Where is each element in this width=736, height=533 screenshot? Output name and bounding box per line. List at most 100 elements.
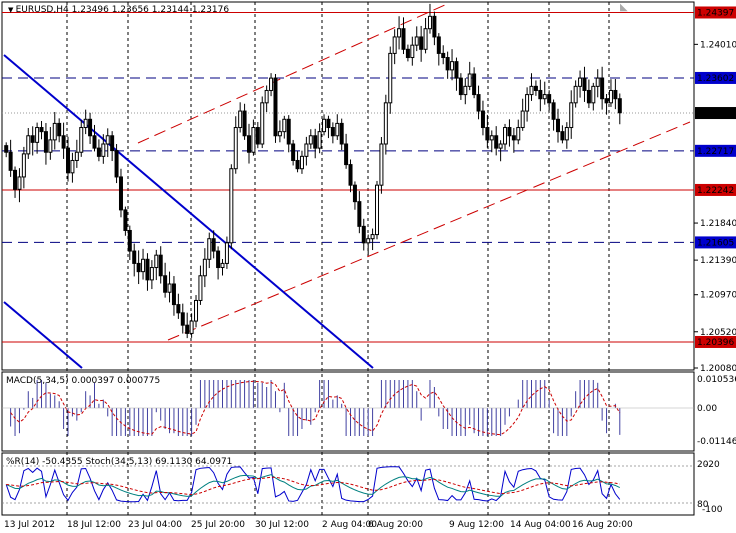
candle-bull <box>189 320 194 334</box>
candle-bull <box>269 77 274 91</box>
candle-bull <box>308 135 313 145</box>
candle-bull <box>141 258 146 273</box>
candle-bear <box>57 122 62 137</box>
candle-bear <box>339 122 344 145</box>
candle-bull <box>79 127 84 153</box>
candle-bull <box>224 242 229 264</box>
macd-tick-zero: 0.00 <box>697 404 717 414</box>
candle-bull <box>467 73 472 87</box>
candle-bear <box>538 89 543 100</box>
blue-level-badge <box>695 236 736 249</box>
candle-bull <box>414 36 419 46</box>
candle-bull <box>233 127 238 170</box>
candle-bear <box>432 15 437 38</box>
candle-bear <box>145 258 150 281</box>
candle-bull <box>392 36 397 54</box>
candle-bull <box>299 155 304 170</box>
blue-downtrend-lower <box>3 301 83 369</box>
candle-bear <box>211 238 216 252</box>
candle-bull <box>516 127 521 141</box>
candle-bull <box>21 153 26 178</box>
candle-bear <box>458 77 463 96</box>
candle-bear <box>485 127 490 141</box>
candle-bear <box>110 135 115 152</box>
candle-bull <box>520 110 525 129</box>
candle-bear <box>132 250 137 264</box>
candle-bull <box>202 258 207 277</box>
candle-bull <box>105 135 110 145</box>
candle-bear <box>66 147 71 174</box>
candle-bear <box>92 135 97 149</box>
candle-bear <box>158 254 163 277</box>
candle-bull <box>251 127 256 153</box>
candle-bull <box>207 238 212 260</box>
blue-level-badge <box>695 144 736 157</box>
macd-series <box>2 380 694 436</box>
blue-downtrend-upper <box>3 54 374 369</box>
candle-bear <box>344 143 349 166</box>
candle-bear <box>436 36 441 54</box>
candle-bear <box>176 304 181 314</box>
oscillator-header: %R(14) -50.4355 Stoch(34,5,13) 69.1130 6… <box>6 457 232 467</box>
red-level-badge <box>695 6 736 19</box>
candle-bear <box>357 201 362 227</box>
red-channel-upper <box>137 3 448 144</box>
candle-bear <box>454 61 459 79</box>
candle-bear <box>507 127 512 137</box>
candle-bull <box>375 184 380 236</box>
candle-bear <box>613 89 618 100</box>
y-tick-label: 1.21390 <box>700 256 736 266</box>
candle-bull <box>74 151 79 161</box>
y-tick-label: 1.21840 <box>700 219 736 229</box>
candle-bear <box>405 48 410 59</box>
scroll-arrow-icon[interactable]: ◣ <box>620 2 628 13</box>
candle-bull <box>264 89 269 104</box>
blue-level-label: 1.21605 <box>697 238 734 248</box>
candle-bear <box>586 89 591 104</box>
candle-bull <box>277 131 282 137</box>
candle-bear <box>180 312 185 326</box>
blue-level-badge <box>695 71 736 84</box>
red-level-label: 1.24397 <box>697 8 734 18</box>
candle-bear <box>600 77 605 100</box>
price-levels <box>2 11 694 343</box>
candle-bear <box>445 57 450 71</box>
candle-bull <box>489 135 494 141</box>
x-tick-label: 14 Aug 04:00 <box>510 520 571 530</box>
candle-bear <box>361 225 366 244</box>
candle-bear <box>114 150 119 178</box>
candle-bull <box>569 102 574 129</box>
candle-bear <box>8 151 13 171</box>
candle-bull <box>564 127 569 141</box>
candle-bull <box>35 127 40 143</box>
candle-bear <box>617 98 622 114</box>
candle-bear <box>480 110 485 129</box>
blue-level-label: 1.23602 <box>697 74 734 84</box>
candle-bull <box>525 94 530 112</box>
candle-bear <box>39 127 44 133</box>
candle-bear <box>476 94 481 112</box>
candle-bull <box>149 267 154 281</box>
candle-bear <box>533 85 538 91</box>
candle-bear <box>255 127 260 145</box>
candle-bull <box>529 85 534 96</box>
macd-tick-bottom: -0.01146 <box>697 437 736 447</box>
x-axis-labels: 13 Jul 2012 18 Jul 12:00 23 Jul 04:00 25 Ju… <box>4 520 633 530</box>
candle-bear <box>273 77 278 137</box>
x-tick-label: 23 Jul 04:00 <box>128 520 182 530</box>
candle-bear <box>88 118 93 137</box>
candle-bull <box>194 299 199 322</box>
candle-bull <box>317 131 322 149</box>
x-tick-label: 16 Aug 20:00 <box>572 520 633 530</box>
candle-bear <box>313 135 318 149</box>
candle-bear <box>123 209 128 231</box>
candle-bull <box>498 143 503 149</box>
oscillator-series <box>2 465 694 504</box>
candle-bull <box>52 122 57 141</box>
red-channel-lower <box>167 121 691 341</box>
current-price-label: 1.23176 <box>697 109 734 119</box>
red-level-badge <box>695 183 736 196</box>
candle-bear <box>171 283 176 306</box>
candle-bear <box>604 98 609 104</box>
candle-bull <box>370 234 375 240</box>
